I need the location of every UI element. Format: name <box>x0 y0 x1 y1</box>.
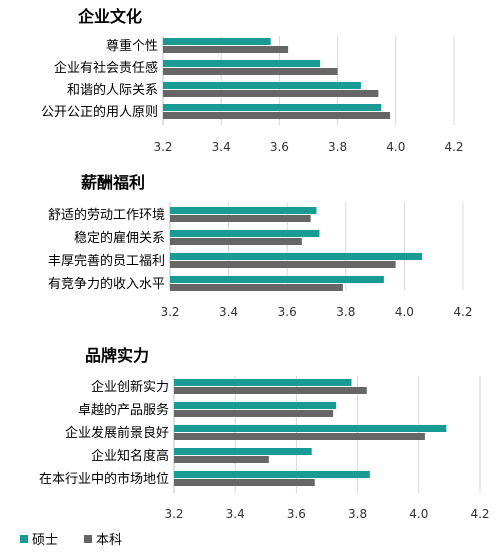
bar-2-3-bachelor <box>170 261 396 268</box>
bar-1-2-master <box>163 60 321 67</box>
bar-3-3-master <box>174 425 447 432</box>
category-label-3-4: 企业知名度高 <box>91 448 169 464</box>
x-tick-label-3-5: 4.0 <box>409 507 428 521</box>
x-tick-label-2-2: 3.4 <box>219 305 238 319</box>
bar-1-3-master <box>163 82 361 89</box>
bar-1-3-bachelor <box>163 90 379 97</box>
legend-swatch-1 <box>20 535 28 543</box>
bar-3-2-bachelor <box>174 410 334 417</box>
category-label-1-1: 尊重个性 <box>106 38 158 54</box>
x-tick-label-2-1: 3.2 <box>160 305 179 319</box>
x-tick-label-3-6: 4.2 <box>470 507 489 521</box>
x-tick-label-1-6: 4.2 <box>444 140 463 154</box>
category-label-2-3: 丰厚完善的员工福利 <box>48 253 165 269</box>
bar-3-2-master <box>174 402 337 409</box>
bar-1-4-master <box>163 104 382 111</box>
category-label-2-4: 有竞争力的收入水平 <box>48 276 165 292</box>
category-label-1-3: 和谐的人际关系 <box>67 82 158 98</box>
bar-2-1-master <box>170 207 317 214</box>
category-label-3-1: 企业创新实力 <box>91 379 169 395</box>
bar-2-3-master <box>170 253 422 260</box>
x-tick-label-3-4: 3.8 <box>348 507 367 521</box>
category-label-3-5: 在本行业中的市场地位 <box>39 471 169 487</box>
bar-3-1-bachelor <box>174 387 367 394</box>
chart-title-2: 薪酬福利 <box>81 173 145 192</box>
x-tick-label-1-2: 3.4 <box>212 140 231 154</box>
x-tick-label-3-2: 3.4 <box>226 507 245 521</box>
bar-2-2-bachelor <box>170 238 302 245</box>
bar-1-1-master <box>163 38 271 45</box>
chart-title-1: 企业文化 <box>77 7 142 26</box>
bar-2-4-bachelor <box>170 284 343 291</box>
x-tick-label-2-4: 3.8 <box>336 305 355 319</box>
bar-3-5-master <box>174 471 370 478</box>
legend-label-2: 本科 <box>96 533 122 548</box>
category-label-1-4: 公开公正的用人原则 <box>41 104 158 120</box>
legend-label-1: 硕士 <box>32 533 58 548</box>
bar-2-4-master <box>170 276 384 283</box>
bar-1-4-bachelor <box>163 112 390 119</box>
x-tick-label-1-1: 3.2 <box>153 140 172 154</box>
category-label-2-2: 稳定的雇佣关系 <box>74 230 165 246</box>
bar-3-3-bachelor <box>174 433 425 440</box>
bar-1-2-bachelor <box>163 68 338 75</box>
x-tick-label-1-4: 3.8 <box>328 140 347 154</box>
category-label-2-1: 舒适的劳动工作环境 <box>48 207 165 223</box>
category-label-3-3: 企业发展前景良好 <box>65 425 169 441</box>
x-tick-label-2-3: 3.6 <box>278 305 297 319</box>
legend-swatch-2 <box>84 535 92 543</box>
bar-2-1-bachelor <box>170 215 311 222</box>
bar-2-2-master <box>170 230 320 237</box>
x-tick-label-1-5: 4.0 <box>386 140 405 154</box>
bar-3-5-bachelor <box>174 479 315 486</box>
category-label-3-2: 卓越的产品服务 <box>78 402 169 418</box>
bar-3-1-master <box>174 379 352 386</box>
bar-1-1-bachelor <box>163 46 289 53</box>
x-tick-label-2-6: 4.2 <box>453 305 472 319</box>
x-tick-label-1-3: 3.6 <box>270 140 289 154</box>
bar-3-4-master <box>174 448 312 455</box>
x-tick-label-3-1: 3.2 <box>164 507 183 521</box>
category-label-1-2: 企业有社会责任感 <box>54 60 158 76</box>
x-tick-label-3-3: 3.6 <box>287 507 306 521</box>
chart-title-3: 品牌实力 <box>85 346 149 365</box>
x-tick-label-2-5: 4.0 <box>395 305 414 319</box>
bar-3-4-bachelor <box>174 456 269 463</box>
